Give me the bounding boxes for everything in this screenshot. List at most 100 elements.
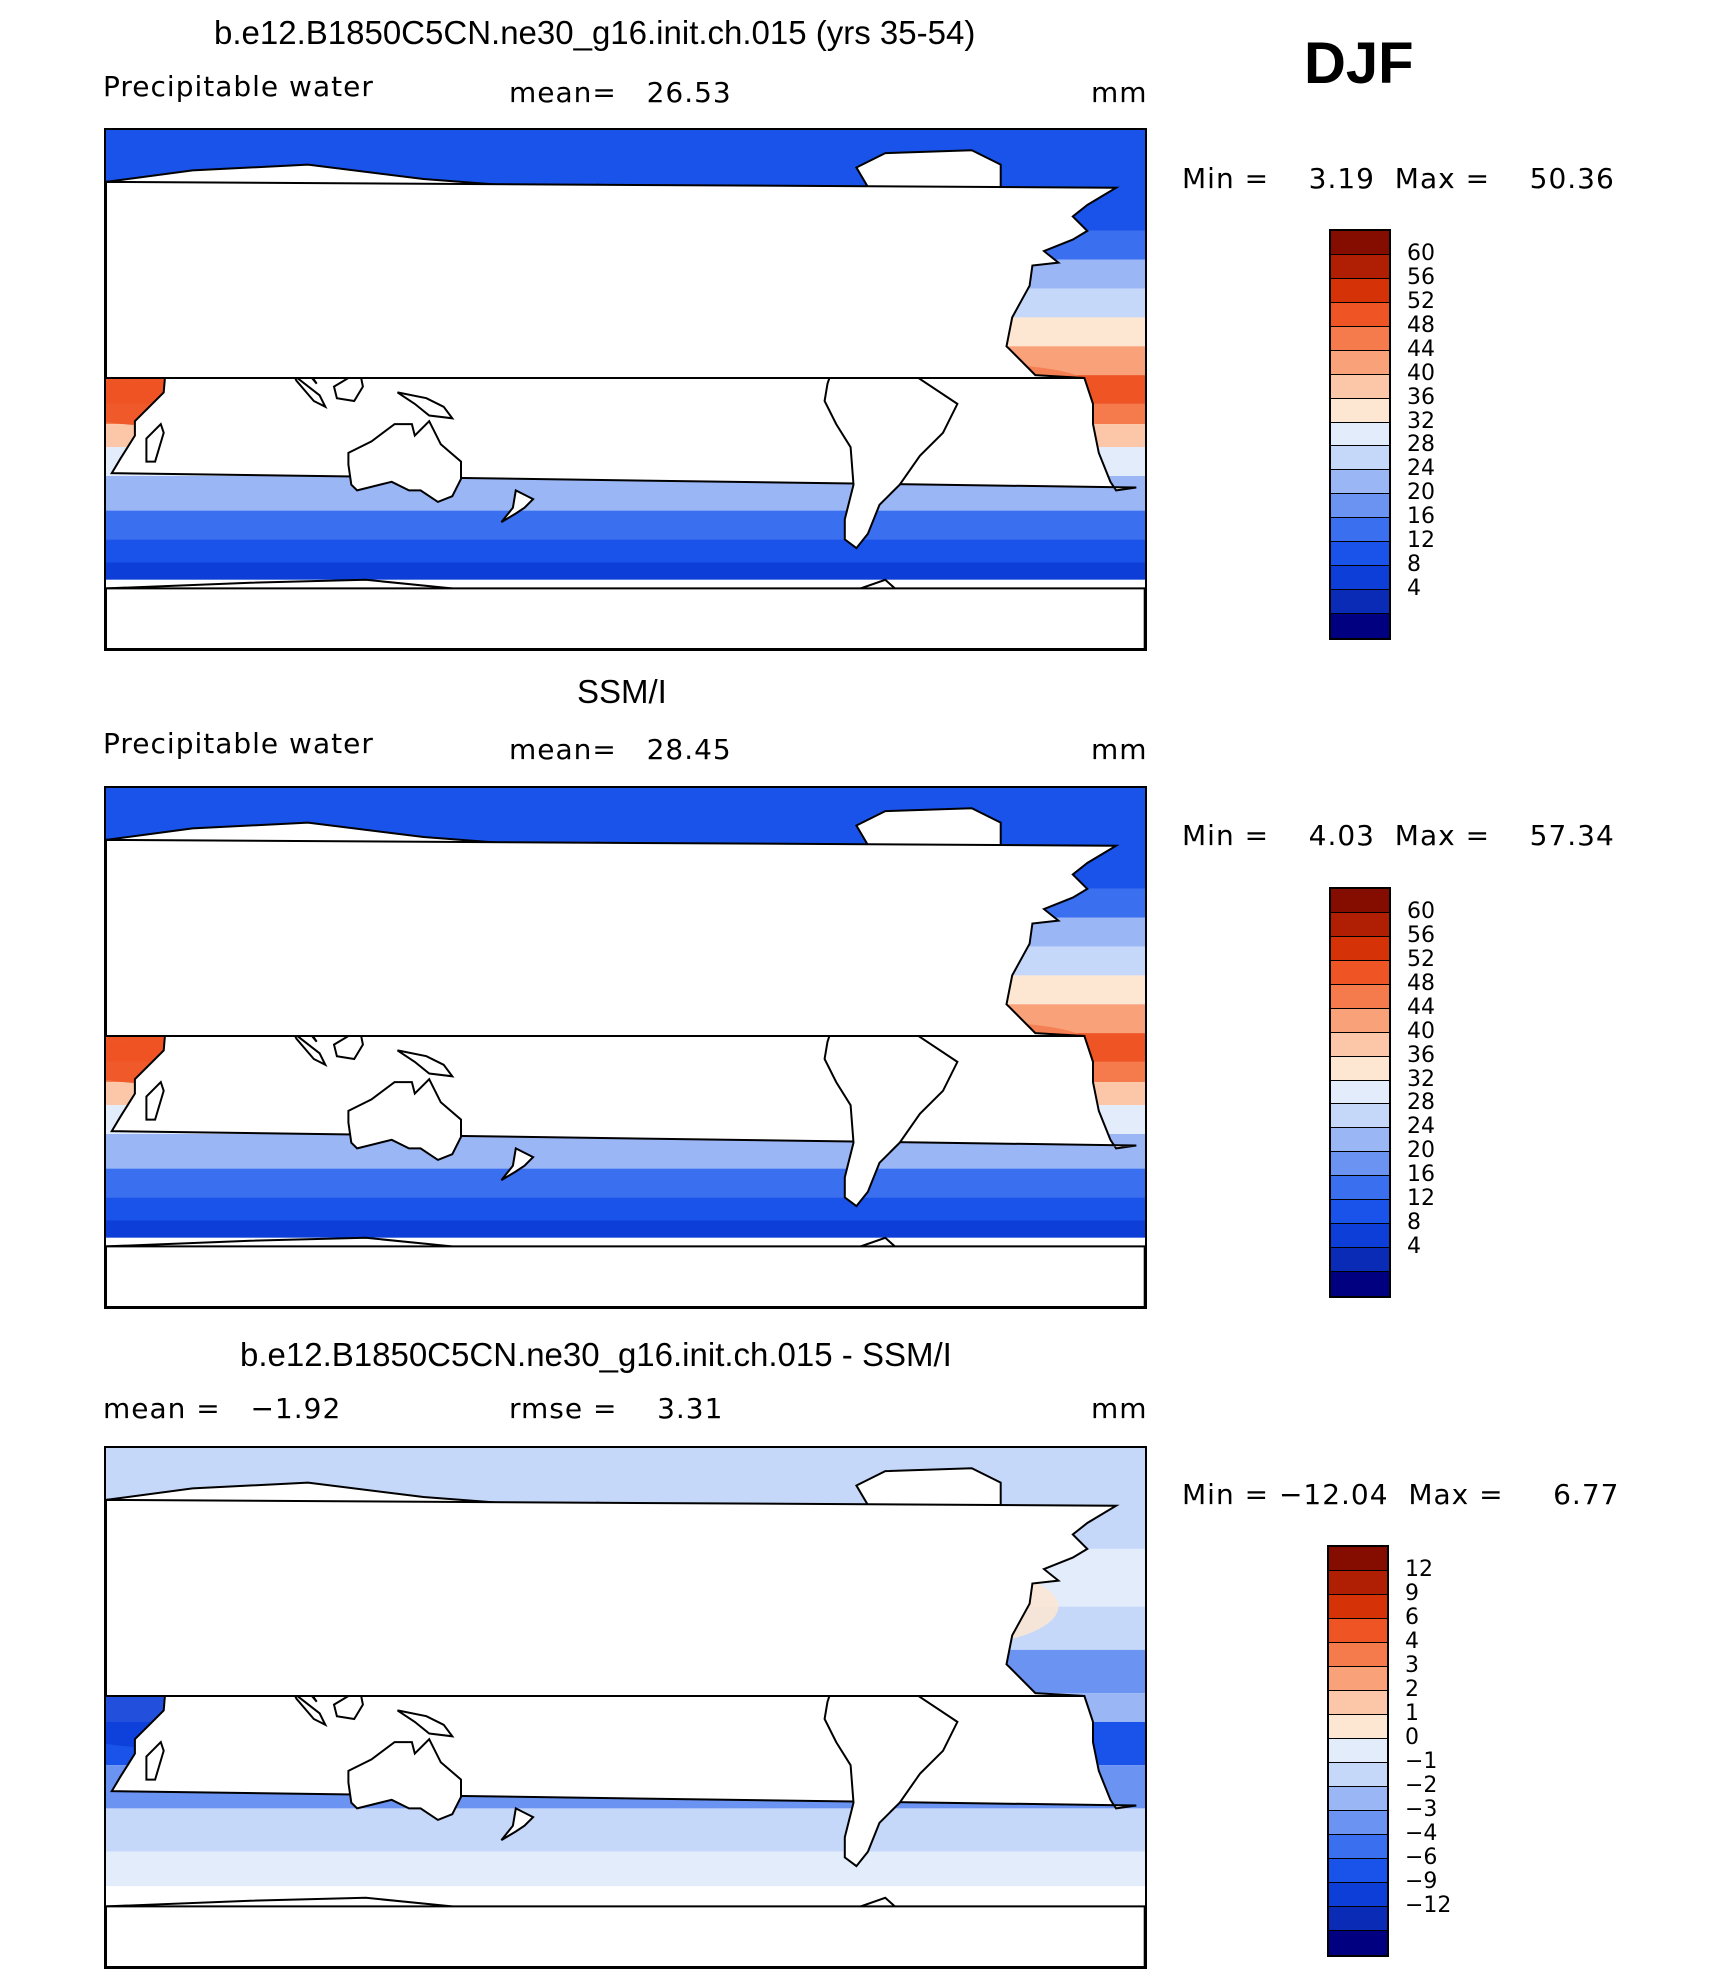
colorbar-swatch	[1329, 1739, 1387, 1763]
colorbar-tick-label: 44	[1407, 994, 1435, 1020]
colorbar-tick-label: 16	[1407, 1162, 1435, 1188]
colorbar-swatch	[1329, 1595, 1387, 1619]
colorbar-swatch	[1331, 326, 1389, 351]
colorbar-tick-label: −2	[1405, 1773, 1438, 1798]
colorbar-swatch	[1331, 494, 1389, 519]
panel-2-title: SSM/I	[577, 673, 667, 710]
colorbar-tick-label: 2	[1405, 1677, 1419, 1702]
colorbar-swatch	[1329, 1715, 1387, 1739]
colorbar-swatch	[1331, 1080, 1389, 1105]
colorbar-swatch	[1331, 446, 1389, 471]
colorbar-tick-label: 4	[1407, 1234, 1421, 1260]
colorbar-swatch	[1331, 350, 1389, 375]
coastline	[106, 1498, 1120, 1697]
colorbar-tick-label: 40	[1407, 1018, 1435, 1044]
panel-3-mean-label: mean = −1.92	[103, 1392, 342, 1425]
panel-1-colorbar	[1329, 229, 1391, 640]
panel-1-mean-label: mean= 26.53	[509, 76, 732, 109]
panel-3-map	[104, 1446, 1147, 1969]
coastline	[106, 587, 1145, 649]
colorbar-swatch	[1331, 1152, 1389, 1177]
colorbar-swatch	[1331, 374, 1389, 399]
colorbar-swatch	[1329, 1883, 1387, 1907]
panel-1-min-max: Min = 3.19 Max = 50.36	[1182, 162, 1615, 195]
coastline	[292, 1692, 328, 1728]
field-band	[106, 510, 1145, 540]
field-band	[106, 539, 1145, 563]
coastline	[396, 391, 455, 420]
panel-2-units: mm	[1091, 733, 1148, 766]
panel-3-min-max: Min = −12.04 Max = 6.77	[1182, 1478, 1620, 1511]
colorbar-tick-label: −4	[1405, 1821, 1438, 1846]
colorbar-tick-label: 24	[1407, 456, 1435, 482]
panel-1-units: mm	[1091, 76, 1148, 109]
coastline	[347, 1077, 462, 1162]
colorbar-swatch	[1331, 614, 1389, 638]
panel-2-map	[104, 786, 1147, 1309]
colorbar-tick-label: 6	[1405, 1605, 1419, 1630]
colorbar-swatch	[1329, 1643, 1387, 1667]
colorbar-tick-label: 0	[1405, 1725, 1419, 1750]
coastline	[106, 180, 1120, 379]
coastline	[500, 488, 535, 523]
colorbar-swatch	[1331, 278, 1389, 303]
coastline	[145, 422, 165, 463]
colorbar-tick-label: 28	[1407, 432, 1435, 458]
colorbar-swatch	[1331, 542, 1389, 567]
colorbar-swatch	[1329, 1811, 1387, 1835]
colorbar-swatch	[1331, 302, 1389, 327]
colorbar-tick-label: 32	[1407, 408, 1435, 434]
colorbar-tick-label: 32	[1407, 1066, 1435, 1092]
colorbar-swatch	[1331, 398, 1389, 423]
colorbar-tick-label: 56	[1407, 922, 1435, 948]
coastline	[500, 1806, 535, 1841]
colorbar-swatch	[1329, 1571, 1387, 1595]
colorbar-tick-label: 20	[1407, 480, 1435, 506]
colorbar-tick-label: 4	[1405, 1629, 1419, 1654]
panel-2-variable-label: Precipitable water	[103, 727, 374, 760]
colorbar-tick-label: 12	[1405, 1557, 1433, 1582]
field-band	[106, 1851, 1145, 1887]
coastline	[292, 374, 328, 410]
panel-1-map	[104, 128, 1147, 651]
colorbar-tick-label: 56	[1407, 264, 1435, 290]
colorbar-swatch	[1331, 1272, 1389, 1296]
colorbar-swatch	[1329, 1787, 1387, 1811]
coastline	[292, 1032, 328, 1068]
colorbar-tick-label: −9	[1405, 1869, 1438, 1894]
colorbar-swatch	[1331, 566, 1389, 591]
colorbar-swatch	[1331, 470, 1389, 495]
coastline	[106, 1905, 1145, 1967]
colorbar-tick-label: 28	[1407, 1090, 1435, 1116]
coastline	[396, 1709, 455, 1738]
colorbar-swatch	[1329, 1907, 1387, 1931]
coastline	[106, 838, 1120, 1037]
colorbar-tick-label: 36	[1407, 384, 1435, 410]
panel-3-rmse-label: rmse = 3.31	[509, 1392, 724, 1425]
colorbar-tick-label: −12	[1405, 1893, 1452, 1918]
colorbar-tick-label: 12	[1407, 528, 1435, 554]
colorbar-tick-label: 9	[1405, 1581, 1419, 1606]
field-band	[106, 1220, 1145, 1238]
colorbar-tick-label: 60	[1407, 240, 1435, 266]
panel-3-title: b.e12.B1850C5CN.ne30_g16.init.ch.015 - S…	[240, 1336, 952, 1373]
colorbar-tick-label: 52	[1407, 288, 1435, 314]
colorbar-swatch	[1331, 1008, 1389, 1033]
season-label: DJF	[1304, 31, 1414, 96]
colorbar-swatch	[1331, 422, 1389, 447]
colorbar-swatch	[1329, 1835, 1387, 1859]
colorbar-tick-label: −6	[1405, 1845, 1438, 1870]
colorbar-tick-label: 48	[1407, 312, 1435, 338]
colorbar-tick-label: −1	[1405, 1749, 1438, 1774]
panel-2-colorbar	[1329, 887, 1391, 1298]
colorbar-tick-label: 40	[1407, 360, 1435, 386]
panel-1-variable-label: Precipitable water	[103, 70, 374, 103]
colorbar-tick-label: 8	[1407, 1210, 1421, 1236]
colorbar-swatch	[1331, 1128, 1389, 1153]
panel-3-units: mm	[1091, 1392, 1148, 1425]
colorbar-tick-label: 1	[1405, 1701, 1419, 1726]
colorbar-swatch	[1331, 1104, 1389, 1129]
coastline	[396, 1049, 455, 1078]
colorbar-tick-label: 12	[1407, 1186, 1435, 1212]
colorbar-swatch	[1329, 1667, 1387, 1691]
